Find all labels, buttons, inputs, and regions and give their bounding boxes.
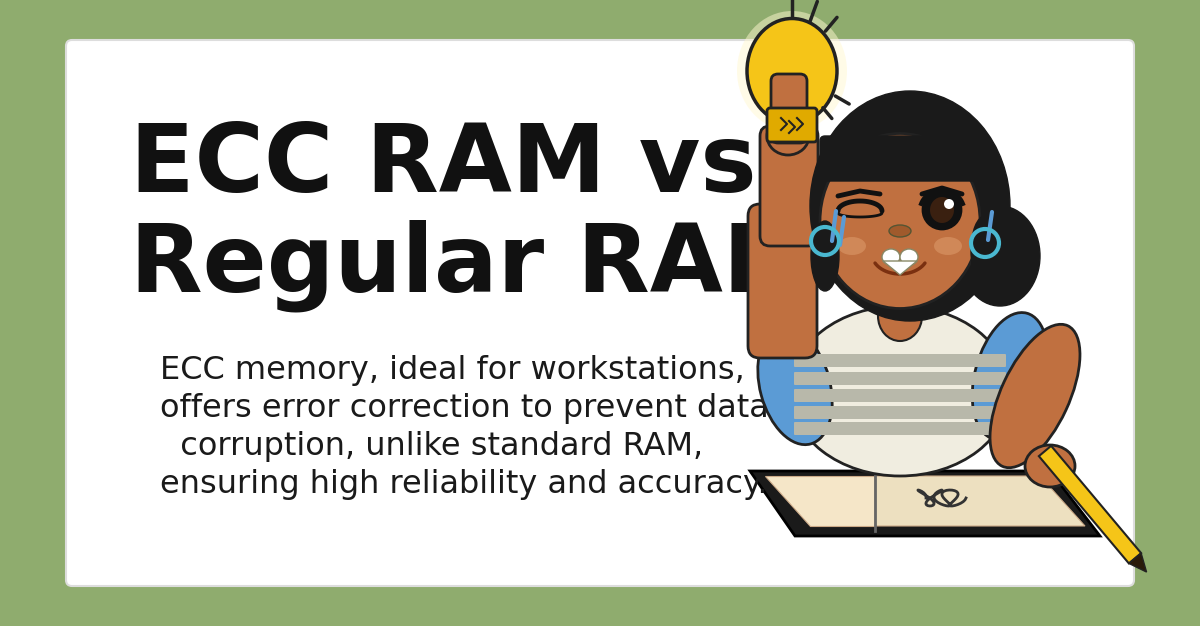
Ellipse shape [878,291,922,341]
FancyBboxPatch shape [760,126,818,246]
Ellipse shape [811,221,839,291]
FancyBboxPatch shape [794,354,1006,367]
Text: Regular RAM: Regular RAM [130,220,817,312]
FancyBboxPatch shape [794,422,1006,435]
Ellipse shape [882,249,900,265]
Ellipse shape [944,199,954,209]
Polygon shape [766,476,875,526]
FancyBboxPatch shape [748,204,817,358]
Ellipse shape [838,237,866,255]
Ellipse shape [757,327,833,444]
Ellipse shape [737,11,847,131]
Ellipse shape [810,91,1010,321]
Ellipse shape [934,237,962,255]
FancyBboxPatch shape [820,136,990,181]
Ellipse shape [990,324,1080,468]
FancyBboxPatch shape [794,389,1006,402]
Ellipse shape [900,249,918,265]
Polygon shape [1039,446,1141,563]
FancyBboxPatch shape [794,372,1006,385]
Polygon shape [1129,553,1146,572]
Text: corruption, unlike standard RAM,: corruption, unlike standard RAM, [160,431,703,463]
Ellipse shape [889,225,911,237]
Ellipse shape [820,133,980,309]
Text: offers error correction to prevent data: offers error correction to prevent data [160,394,769,424]
Ellipse shape [767,117,809,155]
Text: ECC memory, ideal for workstations,: ECC memory, ideal for workstations, [160,356,745,386]
Ellipse shape [960,206,1040,306]
Ellipse shape [972,312,1048,439]
Ellipse shape [746,19,838,123]
Polygon shape [883,261,917,275]
Ellipse shape [971,216,998,286]
Ellipse shape [923,191,961,229]
FancyBboxPatch shape [66,40,1134,586]
Ellipse shape [790,306,1010,476]
FancyBboxPatch shape [767,108,817,142]
FancyBboxPatch shape [794,406,1006,419]
Ellipse shape [1025,445,1075,487]
Ellipse shape [930,197,954,223]
Polygon shape [875,476,1085,526]
Text: ECC RAM vs: ECC RAM vs [130,120,757,212]
FancyBboxPatch shape [772,74,808,143]
Text: ensuring high reliability and accuracy.: ensuring high reliability and accuracy. [160,470,768,501]
Polygon shape [750,471,1100,536]
